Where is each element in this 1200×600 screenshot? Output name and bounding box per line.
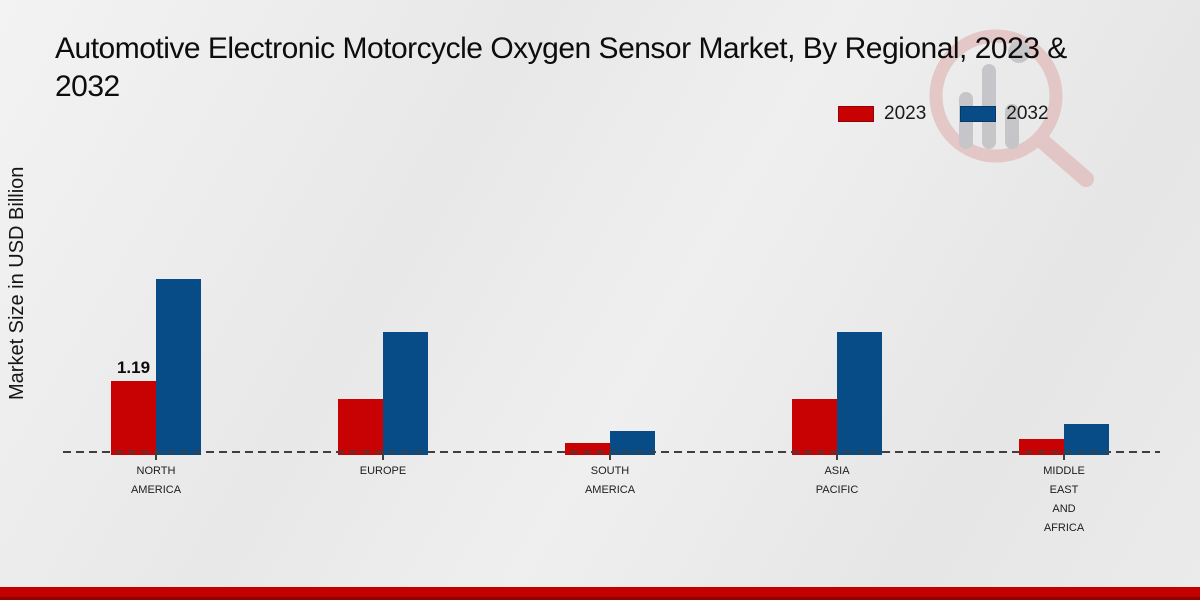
chart-title-line-1: Automotive Electronic Motorcycle Oxygen …	[55, 32, 1067, 65]
legend: 2023 2032	[838, 103, 1049, 125]
bar-2032-asia-pacific	[837, 332, 882, 455]
x-axis-label-line: EUROPE	[359, 465, 407, 477]
x-axis-label-north-america: NORTH AMERICA	[131, 462, 181, 500]
legend-item-2032: 2032	[960, 103, 1049, 125]
x-axis-label-asia-pacific: ASIA PACIFIC	[816, 462, 859, 500]
x-axis-tick-south-america	[609, 451, 611, 460]
watermark-logo	[929, 29, 1094, 187]
bar-2023-europe	[338, 399, 383, 455]
bar-value-label: 1.19	[116, 357, 151, 377]
x-axis-tick-europe	[382, 451, 384, 460]
logo-dot-icon	[1008, 41, 1030, 63]
bar-2032-europe	[383, 332, 428, 455]
logo-bar-icon	[1005, 104, 1019, 149]
x-axis-label-line: MIDDLE	[1043, 465, 1085, 477]
x-axis-label-south-america: SOUTH AMERICA	[585, 462, 635, 500]
x-axis-label-line: AFRICA	[1043, 522, 1085, 534]
bar-2023-north-america	[111, 381, 156, 455]
legend-label-2032: 2032	[1006, 103, 1049, 124]
bar-2023-south-america	[565, 443, 610, 455]
chart-title: Automotive Electronic Motorcycle Oxygen …	[55, 30, 1200, 106]
legend-label-2023: 2023	[884, 103, 927, 124]
x-axis-label-line: EAST	[1049, 484, 1079, 496]
magnifier-handle-icon	[1032, 131, 1094, 187]
legend-item-2023: 2023	[838, 103, 926, 125]
chart-title-line-2: 2032	[55, 70, 120, 103]
x-axis-tick-asia-pacific	[836, 451, 838, 460]
footer-dark-red-bar	[0, 597, 1200, 600]
x-axis-label-middle-east-and-africa: MIDDLE EAST AND AFRICA	[1043, 462, 1085, 538]
x-axis-tick-middle-east-and-africa	[1063, 451, 1065, 460]
x-axis-label-line: ASIA	[824, 465, 850, 477]
legend-swatch-2032	[960, 106, 997, 122]
footer-red-bar	[0, 587, 1200, 597]
magnifier-glass-icon	[929, 29, 1063, 163]
x-axis-label-line: AMERICA	[130, 484, 182, 496]
x-axis-label-line: AND	[1052, 503, 1076, 515]
x-axis-dashed-line	[63, 451, 1160, 453]
x-axis-label-line: PACIFIC	[815, 484, 859, 496]
x-axis-label-line: SOUTH	[590, 465, 630, 477]
legend-swatch-2023	[838, 106, 874, 122]
x-axis-label-europe: EUROPE	[360, 462, 406, 481]
x-axis-label-line: AMERICA	[584, 484, 636, 496]
bar-2032-middle-east-and-africa	[1064, 424, 1109, 455]
x-axis-tick-north-america	[155, 451, 157, 460]
x-axis-label-line: NORTH	[136, 465, 176, 477]
bar-2032-north-america	[156, 279, 201, 455]
bar-2023-asia-pacific	[792, 399, 837, 455]
